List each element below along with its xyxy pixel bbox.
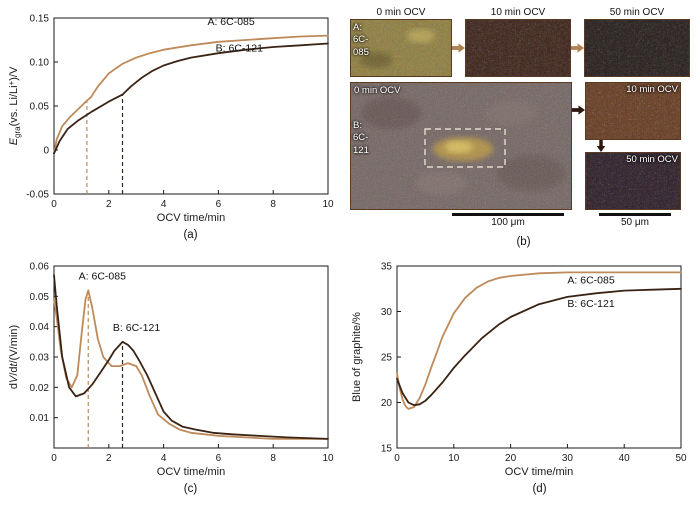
micrograph-b-50min [585, 152, 681, 210]
arrow-down-icon [596, 140, 606, 152]
svg-text:dV/dt/(V/min): dV/dt/(V/min) [8, 325, 20, 389]
sample-a-label-line: 6C- [353, 34, 369, 46]
arrow-right-icon [571, 43, 584, 53]
scalebar-50um-label: 50 μm [621, 217, 649, 228]
svg-text:50: 50 [675, 453, 687, 464]
arrow-right-icon [452, 43, 465, 53]
column-header-50min: 50 min OCV [609, 7, 665, 18]
svg-text:0.15: 0.15 [30, 14, 50, 25]
chart-svg: 0 10 20 30 40 50 15 20 25 30 35 OCV time/min Blue of… [351, 262, 687, 479]
panel-c-caption: (c) [183, 483, 198, 495]
chart-dvdt: 0 2 4 6 8 10 0.01 0.02 0.03 0.04 0.05 0.06 OCV time/… [6, 256, 345, 482]
scalebar-50um: 50 μm [599, 213, 671, 228]
svg-text:4: 4 [161, 453, 167, 464]
svg-text:0.10: 0.10 [30, 58, 50, 69]
svg-text:0.05: 0.05 [30, 102, 50, 113]
scalebars: 100 μm 50 μm [350, 213, 697, 235]
svg-text:-0.05: -0.05 [26, 190, 49, 201]
svg-text:40: 40 [619, 453, 631, 464]
micrograph-a-10min [465, 19, 571, 77]
micrograph-a-50min [584, 19, 690, 77]
svg-text:0.05: 0.05 [30, 292, 50, 303]
sample-a-label: A: 6C- 085 [353, 22, 369, 59]
svg-text:30: 30 [381, 307, 393, 318]
svg-text:A: 6C-085: A: 6C-085 [207, 16, 254, 28]
svg-text:OCV time/min: OCV time/min [505, 466, 573, 478]
svg-text:A: 6C-085: A: 6C-085 [79, 271, 126, 283]
panel-a-caption: (a) [183, 229, 198, 241]
panel-d: 0 10 20 30 40 50 15 20 25 30 35 OCV time/min Blue of… [345, 250, 700, 512]
svg-text:OCV time/min: OCV time/min [157, 466, 225, 478]
sample-a-label-line: 085 [353, 46, 369, 58]
svg-text:30: 30 [562, 453, 574, 464]
sample-b-label: B: 6C- 121 [353, 120, 369, 157]
svg-text:0.01: 0.01 [30, 413, 50, 424]
svg-text:25: 25 [381, 353, 393, 364]
svg-text:2: 2 [106, 453, 112, 464]
scalebar-50um-line [599, 213, 671, 216]
svg-text:4: 4 [161, 199, 167, 210]
svg-text:20: 20 [505, 453, 517, 464]
svg-text:6: 6 [216, 453, 222, 464]
arrow-right-icon [572, 105, 585, 115]
chart-ocv-voltage: 0 2 4 6 8 10 -0.05 0 0.05 0.10 0.15 OCV time/min Egr… [6, 8, 345, 228]
svg-text:10: 10 [322, 453, 334, 464]
svg-text:B: 6C-121: B: 6C-121 [216, 42, 263, 54]
micrograph-row-a: 0 min OCV A: 6C- 085 [350, 6, 697, 77]
svg-text:0: 0 [51, 453, 57, 464]
svg-text:OCV time/min: OCV time/min [157, 212, 225, 224]
micrograph-b-50min-label: 50 min OCV [626, 154, 678, 165]
panel-c: 0 2 4 6 8 10 0.01 0.02 0.03 0.04 0.05 0.06 OCV time/… [0, 250, 345, 512]
micrograph-b-0min [350, 82, 572, 210]
panel-d-caption: (d) [532, 483, 547, 495]
svg-text:A: 6C-085: A: 6C-085 [567, 274, 614, 286]
svg-text:B: 6C-121: B: 6C-121 [113, 322, 160, 334]
svg-text:10: 10 [322, 199, 334, 210]
scalebar-100um: 100 μm [452, 213, 564, 228]
column-header-0min: 0 min OCV [376, 7, 426, 18]
scalebar-100um-label: 100 μm [491, 217, 525, 228]
sample-b-label-line: 6C- [353, 132, 369, 144]
micrograph-row-b: 0 min OCV B: 6C- 121 [350, 82, 697, 210]
micrograph-b-10min [585, 82, 681, 140]
svg-text:35: 35 [381, 262, 393, 273]
svg-text:0.06: 0.06 [30, 262, 50, 273]
svg-text:0.03: 0.03 [30, 353, 50, 364]
svg-text:8: 8 [270, 199, 276, 210]
micrograph-b-0min-label: 0 min OCV [354, 85, 401, 96]
svg-text:6: 6 [216, 199, 222, 210]
svg-text:Blue of graphite/%: Blue of graphite/% [351, 312, 363, 402]
svg-text:0: 0 [43, 146, 49, 157]
micrograph-b-10min-label: 10 min OCV [626, 84, 678, 95]
sample-b-label-line: 121 [353, 144, 369, 156]
svg-text:0: 0 [394, 453, 400, 464]
sample-b-label-line: B: [353, 120, 362, 131]
micrograph-a-0min [350, 19, 452, 77]
svg-text:B: 6C-121: B: 6C-121 [567, 298, 614, 310]
panel-b: 0 min OCV A: 6C- 085 [345, 0, 700, 250]
sample-a-label-line: A: [353, 22, 362, 33]
svg-text:15: 15 [381, 444, 393, 455]
svg-text:Egra(vs. Li/Li+)/V: Egra(vs. Li/Li+)/V [7, 66, 22, 145]
column-header-10min: 10 min OCV [490, 7, 546, 18]
svg-text:0: 0 [51, 199, 57, 210]
svg-text:20: 20 [381, 398, 393, 409]
svg-text:0.04: 0.04 [30, 322, 50, 333]
panel-a: 0 2 4 6 8 10 -0.05 0 0.05 0.10 0.15 OCV time/min Egr… [0, 0, 345, 250]
chart-svg: 0 2 4 6 8 10 0.01 0.02 0.03 0.04 0.05 0.06 OCV time/… [8, 262, 334, 479]
region-of-interest-box [424, 128, 506, 168]
scalebar-100um-line [452, 213, 564, 216]
svg-text:2: 2 [106, 199, 112, 210]
panel-b-caption: (b) [516, 236, 531, 248]
svg-text:8: 8 [270, 453, 276, 464]
svg-text:0.02: 0.02 [30, 383, 50, 394]
chart-blue-of-graphite: 0 10 20 30 40 50 15 20 25 30 35 OCV time/min Blue of… [349, 256, 700, 482]
svg-text:10: 10 [448, 453, 460, 464]
